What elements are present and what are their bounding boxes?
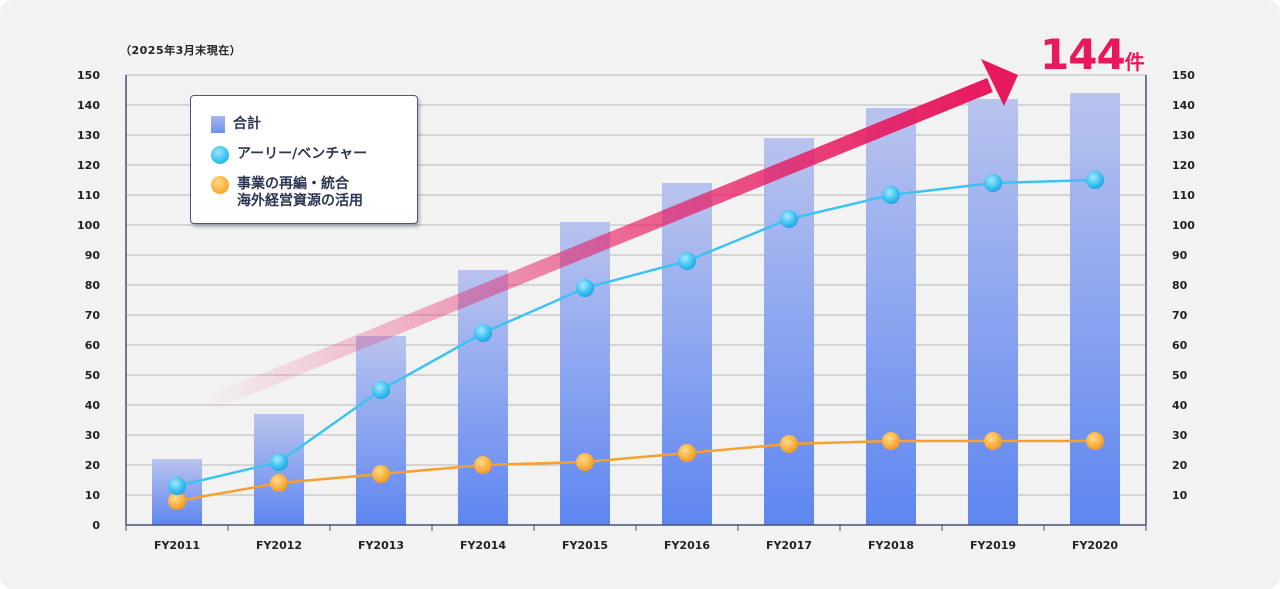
legend-label-restructure: 事業の再編・統合 海外経営資源の活用 <box>237 176 363 209</box>
legend-swatch-restructure <box>211 176 229 194</box>
y-tick-label-left: 60 <box>85 339 101 352</box>
early-point <box>678 252 696 270</box>
as-of-note: （2025年3月末現在） <box>120 44 242 57</box>
x-tick-label: FY2015 <box>562 539 608 552</box>
y-tick-label-left: 80 <box>85 279 101 292</box>
y-tick-label-left: 110 <box>77 189 100 202</box>
y-tick-label-left: 70 <box>85 309 101 322</box>
early-point <box>984 174 1002 192</box>
y-tick-label-left: 90 <box>85 249 101 262</box>
y-tick-label-right: 150 <box>1172 69 1195 82</box>
restructure-point <box>576 453 594 471</box>
early-point <box>780 210 798 228</box>
total-callout-value: 144 <box>1040 30 1126 79</box>
x-tick-label: FY2017 <box>766 539 812 552</box>
growth-arrow-head <box>981 59 1018 106</box>
y-tick-label-left: 50 <box>85 369 101 382</box>
early-line <box>176 178 1096 488</box>
early-point <box>372 381 390 399</box>
bar-total <box>458 270 508 525</box>
legend-label-total: 合計 <box>233 116 261 132</box>
y-tick-label-right: 10 <box>1172 489 1188 502</box>
y-tick-label-right: 80 <box>1172 279 1188 292</box>
y-tick-label-right: 40 <box>1172 399 1188 412</box>
legend-item-early: アーリー/ベンチャー <box>211 146 367 164</box>
y-tick-label-right: 130 <box>1172 129 1195 142</box>
bar-total <box>866 108 916 525</box>
y-tick-label-right: 110 <box>1172 189 1195 202</box>
early-point <box>882 186 900 204</box>
y-tick-label-left: 150 <box>77 69 100 82</box>
early-point <box>1086 171 1104 189</box>
total-callout-unit: 件 <box>1124 50 1145 74</box>
x-tick-label: FY2011 <box>154 539 200 552</box>
restructure-point <box>270 474 288 492</box>
y-tick-label-right: 20 <box>1172 459 1188 472</box>
restructure-point <box>372 465 390 483</box>
y-tick-label-left: 130 <box>77 129 100 142</box>
early-point <box>168 477 186 495</box>
y-tick-label-right: 30 <box>1172 429 1188 442</box>
y-tick-label-right: 60 <box>1172 339 1188 352</box>
legend-swatch-total <box>211 116 225 133</box>
growth-arrow-shaft <box>202 78 993 412</box>
restructure-point <box>882 432 900 450</box>
y-tick-label-left: 20 <box>85 459 101 472</box>
x-tick-label: FY2019 <box>970 539 1016 552</box>
y-tick-label-right: 120 <box>1172 159 1195 172</box>
x-tick-label: FY2012 <box>256 539 302 552</box>
restructure-point <box>168 492 186 510</box>
restructure-point <box>678 444 696 462</box>
bar-total <box>356 336 406 525</box>
restructure-point <box>474 456 492 474</box>
bar-total <box>1070 93 1120 525</box>
bar-total <box>560 222 610 525</box>
x-tick-label: FY2014 <box>460 539 506 552</box>
early-point <box>474 324 492 342</box>
x-tick-label: FY2018 <box>868 539 914 552</box>
x-tick-label: FY2016 <box>664 539 710 552</box>
early-point <box>576 279 594 297</box>
y-tick-label-left: 120 <box>77 159 100 172</box>
x-tick-label: FY2013 <box>358 539 404 552</box>
legend-item-total: 合計 <box>211 116 261 133</box>
x-tick-label: FY2020 <box>1072 539 1118 552</box>
y-tick-label-left: 140 <box>77 99 100 112</box>
total-callout: 144件 <box>1040 30 1145 79</box>
bar-total <box>662 183 712 525</box>
y-tick-label-right: 50 <box>1172 369 1188 382</box>
restructure-point <box>780 435 798 453</box>
legend: 合計 アーリー/ベンチャー 事業の再編・統合 海外経営資源の活用 <box>190 95 418 224</box>
legend-label-early: アーリー/ベンチャー <box>237 146 368 162</box>
y-tick-label-right: 70 <box>1172 309 1188 322</box>
y-tick-label-right: 140 <box>1172 99 1195 112</box>
bar-total <box>968 99 1018 525</box>
restructure-point <box>1086 432 1104 450</box>
y-tick-label-right: 100 <box>1172 219 1195 232</box>
y-tick-label-left: 40 <box>85 399 101 412</box>
y-tick-label-left: 10 <box>85 489 101 502</box>
y-tick-label-left: 0 <box>92 519 100 532</box>
y-tick-label-left: 30 <box>85 429 101 442</box>
restructure-point <box>984 432 1002 450</box>
legend-swatch-early <box>211 146 229 164</box>
bar-total <box>764 138 814 525</box>
y-tick-label-right: 90 <box>1172 249 1188 262</box>
early-point <box>270 453 288 471</box>
restructure-line <box>176 439 1095 503</box>
legend-item-restructure: 事業の再編・統合 海外経営資源の活用 <box>211 176 363 210</box>
y-tick-label-left: 100 <box>77 219 100 232</box>
